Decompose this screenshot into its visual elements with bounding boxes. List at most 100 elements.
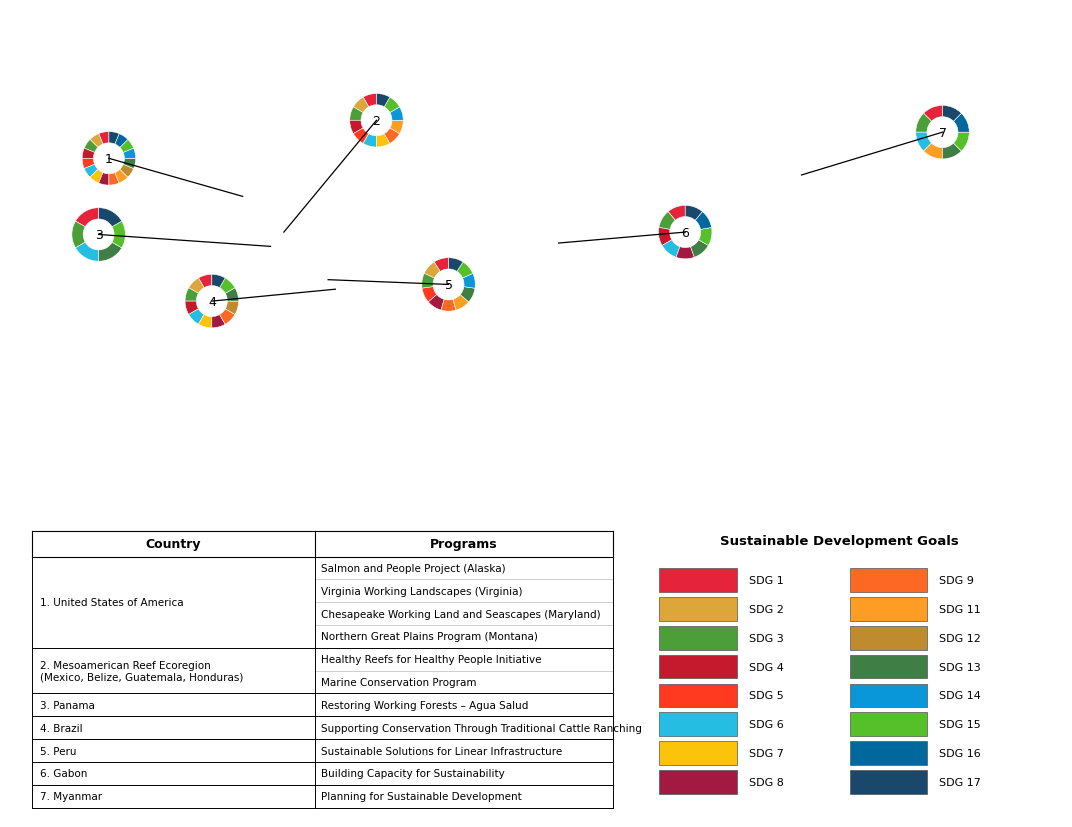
Wedge shape bbox=[915, 114, 932, 133]
Wedge shape bbox=[120, 165, 134, 178]
Text: 7. Myanmar: 7. Myanmar bbox=[40, 791, 102, 801]
Text: Northern Great Plains Program (Montana): Northern Great Plains Program (Montana) bbox=[321, 632, 538, 642]
Wedge shape bbox=[220, 279, 235, 294]
Wedge shape bbox=[448, 258, 463, 272]
Bar bbox=[850, 713, 927, 736]
Point bbox=[607, 598, 620, 608]
Wedge shape bbox=[924, 107, 942, 122]
Point bbox=[607, 620, 620, 630]
Text: 2: 2 bbox=[373, 115, 381, 127]
Wedge shape bbox=[421, 274, 434, 289]
Wedge shape bbox=[452, 295, 468, 311]
Wedge shape bbox=[90, 135, 103, 148]
Text: 3. Panama: 3. Panama bbox=[40, 700, 94, 710]
Text: Programs: Programs bbox=[430, 538, 497, 551]
Text: Chesapeake Working Land and Seascapes (Maryland): Chesapeake Working Land and Seascapes (M… bbox=[321, 609, 600, 619]
Point bbox=[607, 526, 620, 536]
Text: SDG 16: SDG 16 bbox=[939, 748, 981, 758]
Point bbox=[26, 803, 39, 813]
Text: 3: 3 bbox=[94, 229, 103, 241]
Wedge shape bbox=[349, 108, 363, 121]
Wedge shape bbox=[72, 222, 85, 249]
Point bbox=[607, 552, 620, 562]
Text: Healthy Reefs for Healthy People Initiative: Healthy Reefs for Healthy People Initiat… bbox=[321, 654, 541, 664]
Text: 2. Mesoamerican Reef Ecoregion
(Mexico, Belize, Guatemala, Honduras): 2. Mesoamerican Reef Ecoregion (Mexico, … bbox=[40, 660, 243, 681]
Wedge shape bbox=[390, 108, 403, 121]
Wedge shape bbox=[85, 165, 98, 178]
Wedge shape bbox=[915, 133, 932, 152]
Text: Virginia Working Landscapes (Virginia): Virginia Working Landscapes (Virginia) bbox=[321, 586, 522, 596]
Bar bbox=[659, 684, 736, 707]
Wedge shape bbox=[109, 174, 119, 186]
Text: SDG 7: SDG 7 bbox=[749, 748, 784, 758]
Wedge shape bbox=[198, 315, 212, 328]
Bar bbox=[659, 741, 736, 765]
Wedge shape bbox=[662, 241, 680, 258]
Text: 1: 1 bbox=[105, 153, 113, 165]
Point bbox=[607, 780, 620, 790]
Wedge shape bbox=[924, 144, 942, 160]
Wedge shape bbox=[658, 228, 672, 246]
Wedge shape bbox=[659, 213, 675, 230]
Text: 5. Peru: 5. Peru bbox=[40, 746, 76, 756]
Wedge shape bbox=[460, 287, 475, 303]
Bar bbox=[850, 741, 927, 765]
Text: Salmon and People Project (Alaska): Salmon and People Project (Alaska) bbox=[321, 563, 506, 573]
Wedge shape bbox=[83, 159, 94, 170]
Bar bbox=[850, 626, 927, 650]
Wedge shape bbox=[354, 129, 369, 144]
Wedge shape bbox=[463, 274, 475, 289]
Wedge shape bbox=[376, 135, 390, 148]
Text: SDG 14: SDG 14 bbox=[939, 691, 981, 700]
Text: Building Capacity for Sustainability: Building Capacity for Sustainability bbox=[321, 768, 505, 778]
Bar bbox=[659, 597, 736, 621]
Wedge shape bbox=[690, 241, 709, 258]
Point bbox=[607, 643, 620, 653]
Wedge shape bbox=[115, 135, 128, 148]
Point bbox=[607, 575, 620, 585]
Point bbox=[309, 666, 322, 676]
Point bbox=[26, 780, 39, 790]
Wedge shape bbox=[363, 94, 376, 108]
Text: 4: 4 bbox=[208, 295, 215, 308]
Wedge shape bbox=[384, 98, 400, 113]
Wedge shape bbox=[942, 144, 962, 160]
Wedge shape bbox=[668, 206, 685, 221]
Bar bbox=[659, 770, 736, 794]
Point bbox=[607, 526, 620, 536]
Point bbox=[607, 552, 620, 562]
Text: Sustainable Solutions for Linear Infrastructure: Sustainable Solutions for Linear Infrast… bbox=[321, 746, 562, 756]
Wedge shape bbox=[376, 94, 390, 108]
Wedge shape bbox=[99, 174, 109, 186]
Wedge shape bbox=[685, 206, 702, 221]
Point bbox=[26, 526, 39, 536]
Point bbox=[26, 643, 39, 653]
Text: SDG 8: SDG 8 bbox=[749, 777, 784, 787]
Point bbox=[26, 552, 39, 562]
Bar bbox=[850, 568, 927, 592]
Text: 7: 7 bbox=[938, 127, 947, 140]
Bar bbox=[850, 770, 927, 794]
Wedge shape bbox=[429, 295, 444, 311]
Wedge shape bbox=[349, 121, 363, 135]
Wedge shape bbox=[699, 228, 712, 246]
Point bbox=[607, 711, 620, 721]
Wedge shape bbox=[123, 149, 136, 159]
Text: Supporting Conservation Through Traditional Cattle Ranching: Supporting Conservation Through Traditio… bbox=[321, 723, 642, 733]
Wedge shape bbox=[83, 149, 94, 159]
Bar bbox=[659, 568, 736, 592]
Text: SDG 2: SDG 2 bbox=[749, 604, 784, 614]
Bar bbox=[659, 713, 736, 736]
Wedge shape bbox=[225, 289, 239, 302]
Text: SDG 3: SDG 3 bbox=[749, 633, 784, 643]
Wedge shape bbox=[189, 279, 204, 294]
Bar bbox=[659, 626, 736, 650]
Wedge shape bbox=[212, 275, 225, 289]
Wedge shape bbox=[942, 107, 962, 122]
Point bbox=[607, 666, 620, 676]
Wedge shape bbox=[109, 132, 119, 145]
Wedge shape bbox=[422, 287, 436, 303]
Wedge shape bbox=[441, 300, 456, 312]
Wedge shape bbox=[953, 133, 969, 152]
Wedge shape bbox=[85, 141, 98, 153]
